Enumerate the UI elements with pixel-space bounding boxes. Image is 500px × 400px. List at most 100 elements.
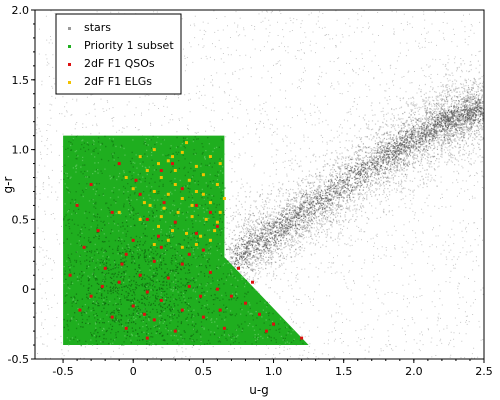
qso-point xyxy=(110,315,114,319)
y-tick-label: 0 xyxy=(22,283,29,296)
elg-point xyxy=(117,210,121,214)
qso-point xyxy=(218,308,222,312)
elg-point xyxy=(194,243,198,246)
elg-point xyxy=(176,210,180,214)
qso-point xyxy=(152,318,156,322)
elg-point xyxy=(204,217,208,221)
qso-point xyxy=(82,245,86,249)
qso-point xyxy=(251,280,254,284)
legend-marker xyxy=(68,63,71,66)
qso-point xyxy=(166,276,170,280)
elg-point xyxy=(124,176,128,179)
elg-point xyxy=(180,245,184,249)
qso-point xyxy=(89,183,93,186)
elg-point xyxy=(173,183,177,186)
elg-point xyxy=(201,192,205,196)
y-tick-label: 1.5 xyxy=(12,74,30,87)
series-qso xyxy=(68,162,304,340)
qso-point xyxy=(201,315,205,319)
legend-marker xyxy=(68,27,71,30)
qso-point xyxy=(124,252,128,256)
legend-marker xyxy=(68,81,71,84)
qso-point xyxy=(215,287,219,291)
qso-point xyxy=(159,169,163,172)
qso-point xyxy=(96,229,100,233)
qso-point xyxy=(229,294,233,298)
elg-point xyxy=(213,229,217,233)
priority-1-region xyxy=(63,135,309,345)
elg-point xyxy=(171,155,174,159)
qso-point xyxy=(100,284,104,288)
qso-point xyxy=(117,280,121,284)
elg-point xyxy=(157,224,160,228)
qso-point xyxy=(180,187,184,191)
qso-point xyxy=(157,234,160,238)
y-tick-label: -0.5 xyxy=(8,353,29,366)
qso-point xyxy=(300,336,304,340)
qso-point xyxy=(138,192,142,196)
qso-point xyxy=(222,326,226,330)
elg-point xyxy=(166,238,170,242)
qso-point xyxy=(103,266,107,270)
series-elg xyxy=(117,141,226,249)
qso-point xyxy=(237,266,240,270)
elg-point xyxy=(222,197,226,200)
x-tick-label: 1.0 xyxy=(265,365,283,378)
qso-point xyxy=(68,273,72,277)
qso-point xyxy=(215,224,219,228)
elg-point xyxy=(185,141,188,145)
elg-point xyxy=(166,192,170,196)
priority-1-light-points xyxy=(63,136,295,346)
elg-point xyxy=(138,155,142,159)
qso-point xyxy=(145,217,149,221)
x-tick-label: 1.5 xyxy=(335,365,353,378)
y-tick-label: 1.0 xyxy=(12,144,30,157)
elg-point xyxy=(208,201,212,205)
legend-label: 2dF F1 ELGs xyxy=(84,75,152,88)
x-axis-label: u-g xyxy=(249,383,269,397)
qso-point xyxy=(142,312,146,316)
qso-point xyxy=(180,308,184,312)
elg-point xyxy=(208,155,212,159)
elg-point xyxy=(152,190,156,193)
elg-point xyxy=(138,217,142,221)
elg-point xyxy=(152,148,156,152)
qso-point xyxy=(131,304,135,308)
qso-point xyxy=(75,203,79,207)
qso-point xyxy=(138,273,142,277)
x-tick-label: 0 xyxy=(130,365,137,378)
qso-point xyxy=(152,259,156,263)
elg-point xyxy=(157,162,160,166)
qso-point xyxy=(173,220,177,224)
qso-point xyxy=(145,336,149,340)
elg-point xyxy=(215,183,219,186)
x-tick-label: -0.5 xyxy=(52,365,73,378)
elg-point xyxy=(152,243,156,246)
elg-point xyxy=(148,203,152,207)
qso-point xyxy=(162,201,166,205)
qso-point xyxy=(201,248,205,252)
qso-point xyxy=(194,203,198,207)
elg-point xyxy=(173,169,177,172)
qso-point xyxy=(180,262,184,266)
series-stars xyxy=(35,10,484,359)
elg-point xyxy=(218,162,222,166)
qso-point xyxy=(244,301,247,305)
qso-point xyxy=(187,252,191,256)
y-tick-label: 0.5 xyxy=(12,213,30,226)
elg-point xyxy=(159,215,163,219)
x-tick-label: 0.5 xyxy=(195,365,213,378)
elg-point xyxy=(166,159,170,163)
series-priority-1-subset xyxy=(63,135,309,347)
elg-point xyxy=(201,173,205,177)
stars-locus-layer-2 xyxy=(224,94,484,269)
x-tick-label: 2.0 xyxy=(405,365,423,378)
elg-point xyxy=(180,150,184,154)
elg-point xyxy=(185,231,188,235)
elg-point xyxy=(142,201,146,205)
qso-point xyxy=(159,298,163,302)
elg-point xyxy=(194,164,198,168)
legend-label: stars xyxy=(84,21,111,34)
legend: stars Priority 1 subset 2dF F1 QSOs 2dF F1 … xyxy=(55,13,182,95)
